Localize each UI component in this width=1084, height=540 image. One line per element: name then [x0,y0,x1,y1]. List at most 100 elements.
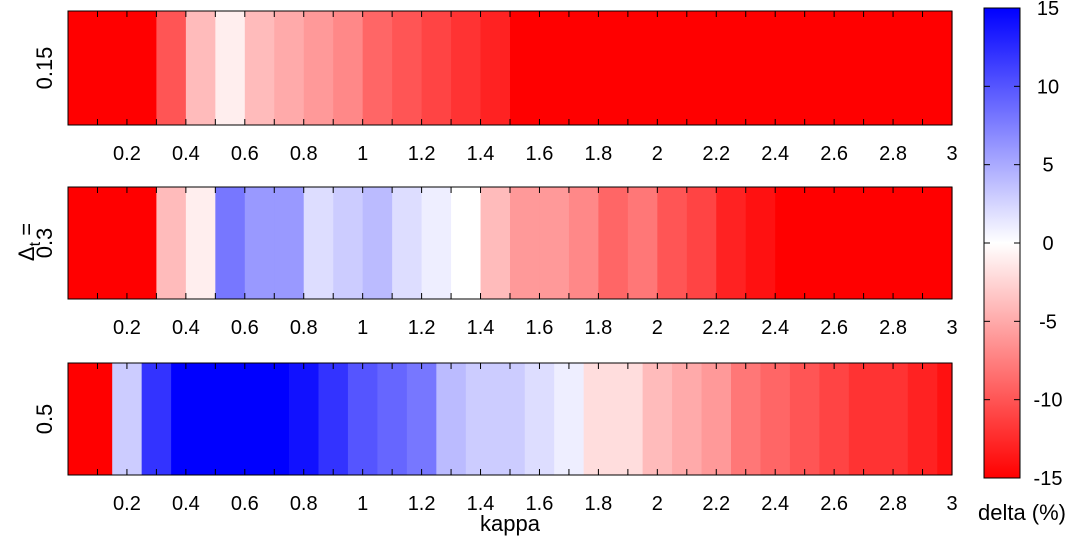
heatmap-cell [244,187,275,299]
x-tick-label: 1.6 [526,493,554,515]
heatmap-cell [848,363,879,475]
x-tick-label: 2.6 [820,143,848,165]
colorbar-tick-label: 15 [1037,0,1059,20]
heatmap-cell [451,187,482,299]
heatmap-cell [303,11,334,125]
heatmap-cell [215,11,246,125]
x-tick-label: 2.2 [702,493,730,515]
heatmap-cell [126,187,157,299]
heatmap-cell [465,363,496,475]
heatmap-cell [568,11,599,125]
heatmap-cell [362,187,393,299]
y-axis-label-eq: = [14,223,39,236]
heatmap-cell [68,187,99,299]
x-tick-label: 1 [357,493,368,515]
x-tick-label: 3 [946,493,957,515]
heatmap-cell [421,11,452,125]
heatmap-cell [244,11,275,125]
heatmap-cell [760,363,791,475]
heatmap-cell [539,187,570,299]
heatmap-cell [598,11,629,125]
heatmap-cell [82,363,113,475]
x-tick-label: 2 [652,493,663,515]
heatmap-cell [716,11,747,125]
heatmap-cell [68,11,99,125]
heatmap-cell [274,187,305,299]
colorbar-tick-label: 0 [1042,233,1053,255]
x-tick-label: 0.2 [113,317,141,339]
svg-text:Δt =: Δt = [14,223,44,261]
heatmap-rows: 0.2 0.4 0.6 0.8 1 1.2 1.4 1.6 1.8 2 2.2 2.4 2.6 2.8 3 0… [32,10,958,515]
x-tick-label: 0.4 [172,317,200,339]
heatmap-cell [318,363,349,475]
heatmap-cell [863,11,894,125]
y-axis-label: Δt = [14,223,44,261]
heatmap-cell [274,11,305,125]
x-tick-label: 0.6 [231,493,259,515]
heatmap-cell [524,363,555,475]
heatmap-cell [333,187,364,299]
heatmap-cell [377,363,408,475]
heatmap-cell [627,187,658,299]
heatmap-cell [97,187,128,299]
heatmap-cell [863,187,894,299]
x-tick-label: 1.4 [467,317,495,339]
heatmap-cell [686,11,717,125]
heatmap-cell [583,363,614,475]
heatmap-cell [701,363,732,475]
x-tick-label: 1.8 [584,317,612,339]
heatmap-cell [539,11,570,125]
heatmap-cell [451,11,482,125]
x-tick-label: 1 [357,143,368,165]
heatmap-cell [613,363,644,475]
heatmap-cell [789,363,820,475]
heatmap-row: 0.2 0.4 0.6 0.8 1 1.2 1.4 1.6 1.8 2 2.2 2.4 2.6 2.8 3 0… [32,10,958,165]
heatmap-cell [893,11,924,125]
heatmap-cell [745,11,776,125]
x-tick-label: 2 [652,317,663,339]
heatmap-row: 0.2 0.4 0.6 0.8 1 1.2 1.4 1.6 1.8 2 2.2 2.4 2.6 2.8 3 0… [32,186,958,339]
colorbar: 15 10 5 0 -5 -10 -15 [983,0,1063,490]
heatmap-cell [68,363,84,475]
x-tick-label: 1 [357,317,368,339]
heatmap-cell [657,187,688,299]
heatmap-cell [97,11,128,125]
heatmap-cell [347,363,378,475]
heatmap-cell [731,363,762,475]
y-axis-label-sub: t [27,241,44,246]
x-tick-label: 1.6 [526,317,554,339]
heatmap-cell [406,363,437,475]
x-tick-label: 0.2 [113,493,141,515]
heatmap-cell [937,363,953,475]
y-axis-label-main: Δ [14,246,39,261]
x-tick-label: 0.8 [290,317,318,339]
row-label: 0.15 [32,47,57,90]
x-tick-label: 1.4 [467,493,495,515]
heatmap-cell [362,11,393,125]
heatmap-cell [303,187,334,299]
heatmap-cell [156,11,187,125]
x-tick-label: 1.4 [467,143,495,165]
heatmap-cell [259,363,290,475]
x-tick-label: 2.4 [761,143,789,165]
heatmap-cell [230,363,261,475]
heatmap-cell [804,11,835,125]
heatmap-cell [672,363,703,475]
heatmap-cell [598,187,629,299]
x-tick-label: 2.2 [702,317,730,339]
heatmap-cell [642,363,673,475]
x-tick-label: 1.2 [408,317,436,339]
x-tick-label: 0.8 [290,493,318,515]
heatmap-cell [922,187,953,299]
heatmap-cell [392,11,423,125]
heatmap-cell [215,187,246,299]
heatmap-cell [495,363,526,475]
x-tick-label: 3 [946,143,957,165]
heatmap-cell [289,363,320,475]
colorbar-tick-label: -10 [1034,390,1063,412]
x-tick-label: 2.6 [820,317,848,339]
colorbar-tick-label: 5 [1042,155,1053,177]
heatmap-cell [200,363,231,475]
heatmap-cell [392,187,423,299]
